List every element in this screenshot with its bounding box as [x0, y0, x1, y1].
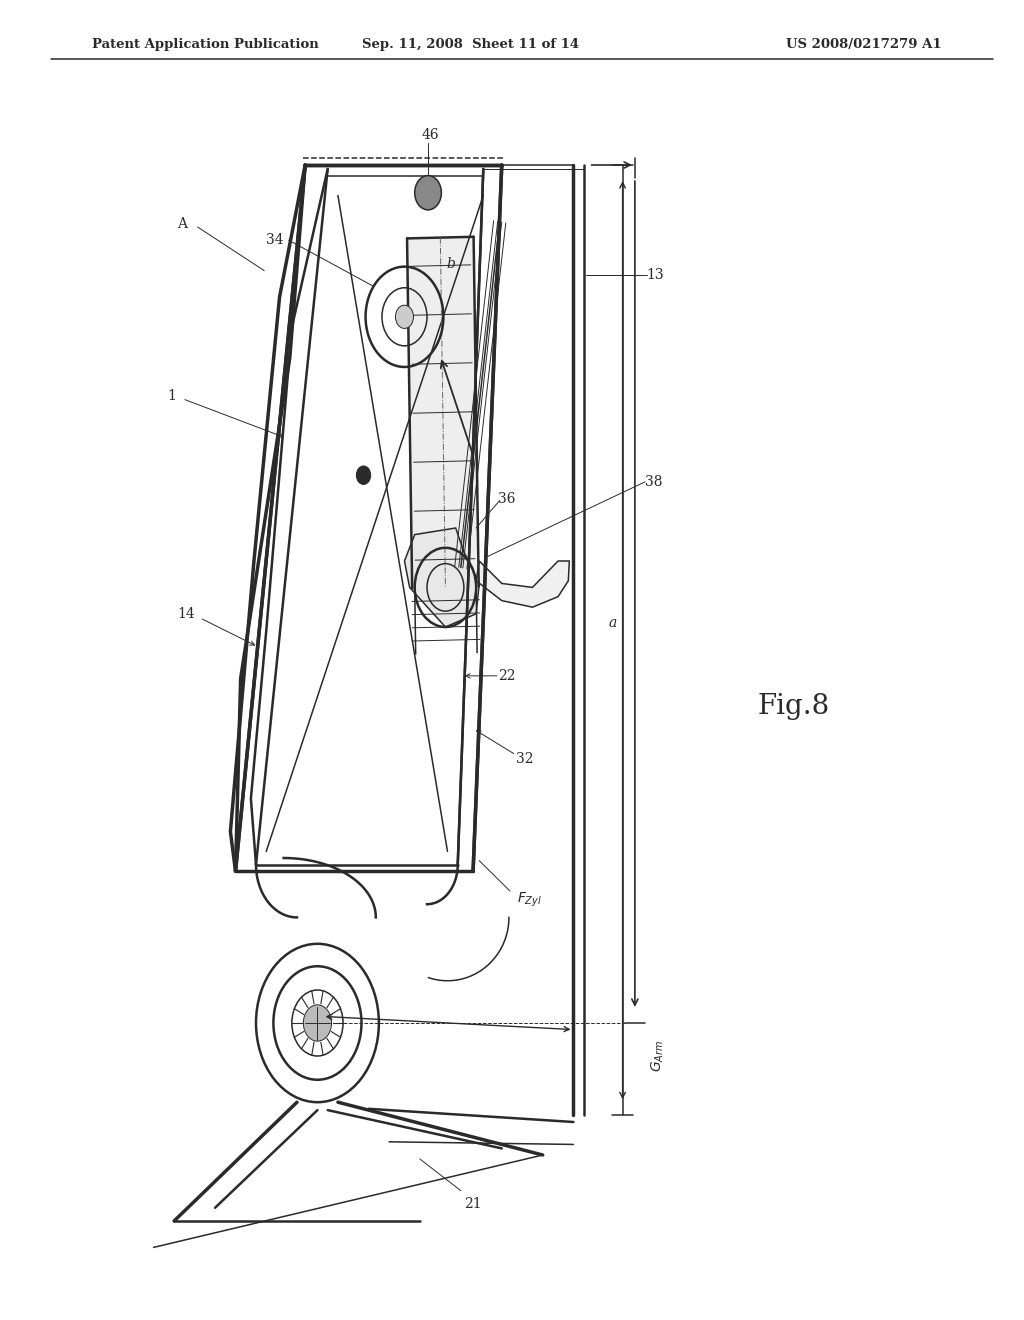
Text: Sep. 11, 2008  Sheet 11 of 14: Sep. 11, 2008 Sheet 11 of 14 — [362, 38, 580, 51]
Polygon shape — [476, 561, 569, 607]
Text: 46: 46 — [421, 128, 439, 141]
Text: 34: 34 — [265, 234, 284, 247]
Text: 1: 1 — [168, 389, 176, 403]
Circle shape — [356, 466, 371, 484]
Circle shape — [303, 1005, 332, 1041]
Polygon shape — [404, 528, 479, 627]
Text: US 2008/0217279 A1: US 2008/0217279 A1 — [786, 38, 942, 51]
Text: $F_{Zyl}$: $F_{Zyl}$ — [517, 891, 542, 909]
Text: 13: 13 — [646, 268, 665, 281]
Text: 38: 38 — [644, 475, 663, 488]
Text: 32: 32 — [515, 752, 534, 766]
Circle shape — [395, 305, 414, 329]
Text: b: b — [446, 257, 455, 271]
Text: 14: 14 — [177, 607, 196, 620]
Text: A: A — [177, 218, 187, 231]
Text: Patent Application Publication: Patent Application Publication — [92, 38, 318, 51]
Text: 22: 22 — [498, 669, 516, 682]
Circle shape — [415, 176, 441, 210]
Text: $G_{Arm}$: $G_{Arm}$ — [649, 1040, 666, 1072]
Text: 21: 21 — [464, 1197, 482, 1210]
Text: 36: 36 — [498, 492, 516, 506]
Text: Fig.8: Fig.8 — [758, 693, 829, 719]
Polygon shape — [408, 236, 478, 589]
Text: a: a — [608, 616, 616, 630]
